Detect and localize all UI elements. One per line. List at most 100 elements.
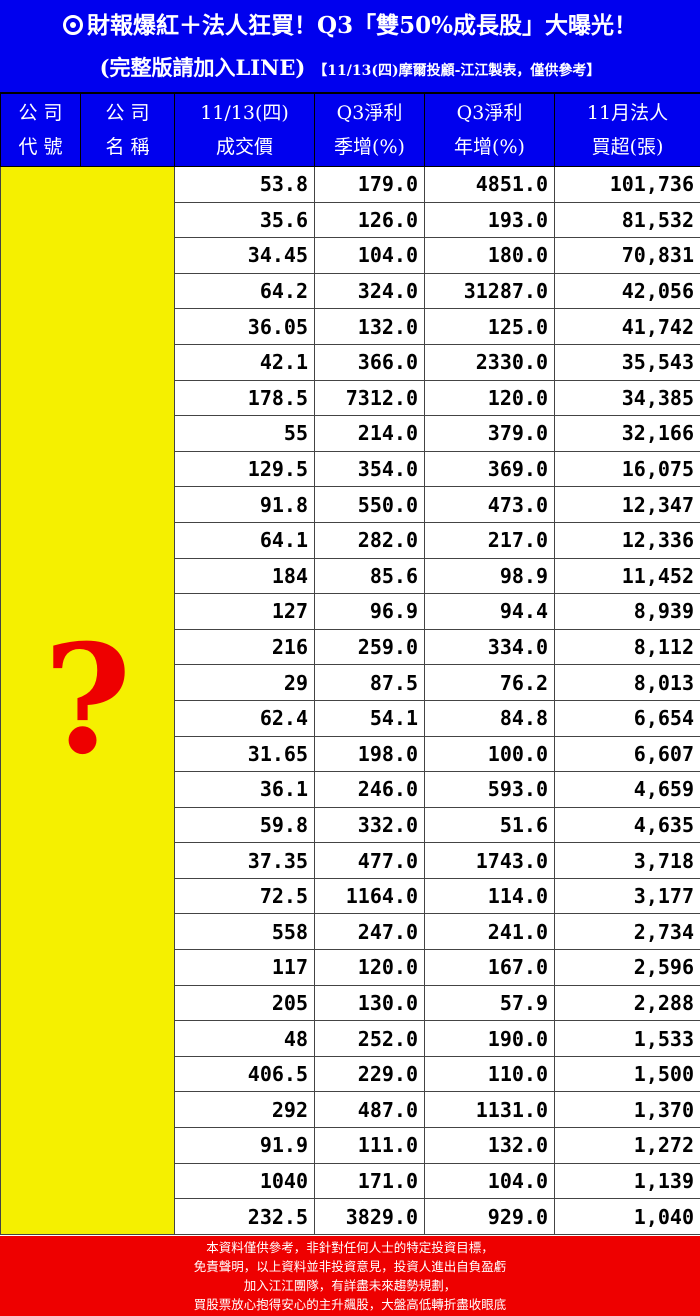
- yoy-cell: 110.0: [424, 1055, 555, 1093]
- qoq-cell: 3829.0: [314, 1198, 425, 1235]
- yoy-cell: 51.6: [424, 806, 555, 844]
- price-cell: 205: [174, 984, 315, 1022]
- table-row: 178.5 7312.0 120.0 34,385: [1, 379, 700, 417]
- net-buy-cell: 41,742: [554, 308, 700, 345]
- table-row: 37.35 477.0 1743.0 3,718: [1, 842, 700, 879]
- yoy-cell: 31287.0: [424, 272, 555, 310]
- net-buy-cell: 4,635: [554, 806, 700, 844]
- yoy-cell: 369.0: [424, 450, 555, 488]
- table-row: 29 87.5 76.2 8,013: [1, 664, 700, 701]
- net-buy-cell: 1,370: [554, 1091, 700, 1129]
- qoq-cell: 366.0: [314, 343, 425, 381]
- yoy-cell: 167.0: [424, 949, 555, 986]
- table-row: 117 120.0 167.0 2,596: [1, 949, 700, 986]
- yoy-cell: 125.0: [424, 308, 555, 345]
- net-buy-cell: 6,607: [554, 735, 700, 773]
- yoy-cell: 98.9: [424, 557, 555, 595]
- yoy-cell: 104.0: [424, 1162, 555, 1200]
- price-cell: 216: [174, 628, 315, 666]
- price-cell: 184: [174, 557, 315, 595]
- price-cell: 29: [174, 664, 315, 701]
- table-row: 36.05 132.0 125.0 41,742: [1, 308, 700, 345]
- price-cell: 59.8: [174, 806, 315, 844]
- table-row: 406.5 229.0 110.0 1,500: [1, 1055, 700, 1093]
- yoy-cell: 120.0: [424, 379, 555, 417]
- price-cell: 292: [174, 1091, 315, 1129]
- table-row: 42.1 366.0 2330.0 35,543: [1, 343, 700, 381]
- price-cell: 406.5: [174, 1055, 315, 1093]
- net-buy-cell: 11,452: [554, 557, 700, 595]
- net-buy-cell: 4,659: [554, 771, 700, 808]
- source-note: 【11/13(四)摩爾投顧-江江製表，僅供參考】: [313, 63, 601, 79]
- net-buy-cell: 8,112: [554, 628, 700, 666]
- price-cell: 1040: [174, 1162, 315, 1200]
- table-row: 72.5 1164.0 114.0 3,177: [1, 877, 700, 915]
- yoy-cell: 217.0: [424, 521, 555, 559]
- qoq-cell: 550.0: [314, 486, 425, 523]
- net-buy-cell: 2,596: [554, 949, 700, 986]
- price-cell: 35.6: [174, 201, 315, 239]
- price-cell: 42.1: [174, 343, 315, 381]
- column-header-line: 公 司: [18, 102, 63, 124]
- net-buy-cell: 2,734: [554, 913, 700, 951]
- qoq-cell: 120.0: [314, 949, 425, 986]
- column-header-line: 季增(%): [334, 136, 405, 158]
- price-cell: 558: [174, 913, 315, 951]
- column-header: 公 司名 稱: [80, 93, 175, 167]
- yoy-cell: 190.0: [424, 1020, 555, 1057]
- disclaimer-line: 加入江江團隊，有詳盡未來趨勢規劃，: [243, 1278, 457, 1293]
- subtitle: (完整版請加入LINE): [99, 55, 306, 80]
- yoy-cell: 379.0: [424, 415, 555, 452]
- table-row: 184 85.6 98.9 11,452: [1, 557, 700, 595]
- net-buy-cell: 32,166: [554, 415, 700, 452]
- price-cell: 129.5: [174, 450, 315, 488]
- net-buy-cell: 3,177: [554, 877, 700, 915]
- price-cell: 117: [174, 949, 315, 986]
- price-cell: 91.9: [174, 1127, 315, 1164]
- qoq-cell: 198.0: [314, 735, 425, 773]
- yoy-cell: 132.0: [424, 1127, 555, 1164]
- table-row: ? 53.8 179.0 4851.0 101,736: [0, 166, 700, 1235]
- column-header-line: 11月法人: [586, 102, 669, 124]
- column-header: Q3淨利 年增(%): [424, 93, 555, 167]
- net-buy-cell: 81,532: [554, 201, 700, 239]
- price-cell: 55: [174, 415, 315, 452]
- title: 財報爆紅＋法人狂買！Q3「雙50%成長股」大曝光！: [0, 6, 700, 40]
- price-cell: 36.05: [174, 308, 315, 345]
- price-cell: 127: [174, 593, 315, 630]
- hidden-company-cell: ?: [0, 166, 175, 1235]
- qoq-cell: 7312.0: [314, 379, 425, 417]
- net-buy-cell: 1,040: [554, 1198, 700, 1235]
- table-row: 64.1 282.0 217.0 12,336: [1, 521, 700, 559]
- table-row: 292 487.0 1131.0 1,370: [1, 1091, 700, 1129]
- disclaimer-line: 買股票放心抱得安心的主升飆股，大盤高低轉折盡收眼底: [193, 1297, 507, 1312]
- column-header-line: Q3淨利: [336, 102, 403, 124]
- subtitle-row: (完整版請加入LINE) 【11/13(四)摩爾投顧-江江製表，僅供參考】: [0, 52, 700, 82]
- price-cell: 64.1: [174, 521, 315, 559]
- table-row: 91.8 550.0 473.0 12,347: [1, 486, 700, 523]
- column-header: Q3淨利季增(%): [314, 93, 425, 167]
- qoq-cell: 252.0: [314, 1020, 425, 1057]
- table-row: 64.2 324.0 31287.0 42,056: [1, 272, 700, 310]
- yoy-cell: 84.8: [424, 699, 555, 737]
- qoq-cell: 96.9: [314, 593, 425, 630]
- price-cell: 64.2: [174, 272, 315, 310]
- column-header-line: 名 稱: [105, 136, 150, 158]
- table-row: 31.65 198.0 100.0 6,607: [1, 735, 700, 773]
- yoy-cell: 473.0: [424, 486, 555, 523]
- disclaimer-line: 免責聲明，以上資料並非投資意見，投資人進出自負盈虧: [193, 1259, 507, 1274]
- table-row: 558 247.0 241.0 2,734: [1, 913, 700, 951]
- column-header-line: 11/13(四): [200, 102, 289, 124]
- column-header-line: Q3淨利: [456, 102, 523, 124]
- net-buy-cell: 8,013: [554, 664, 700, 701]
- column-header: 公 司代 號: [0, 93, 81, 167]
- net-buy-cell: 42,056: [554, 272, 700, 310]
- qoq-cell: 477.0: [314, 842, 425, 879]
- question-mark: ?: [43, 612, 132, 789]
- target-icon: [63, 15, 84, 35]
- yoy-cell: 241.0: [424, 913, 555, 951]
- price-cell: 34.45: [174, 237, 315, 274]
- table-row: 205 130.0 57.9 2,288: [1, 984, 700, 1022]
- table-row: 55 214.0 379.0 32,166: [1, 415, 700, 452]
- price-cell: 232.5: [174, 1198, 315, 1235]
